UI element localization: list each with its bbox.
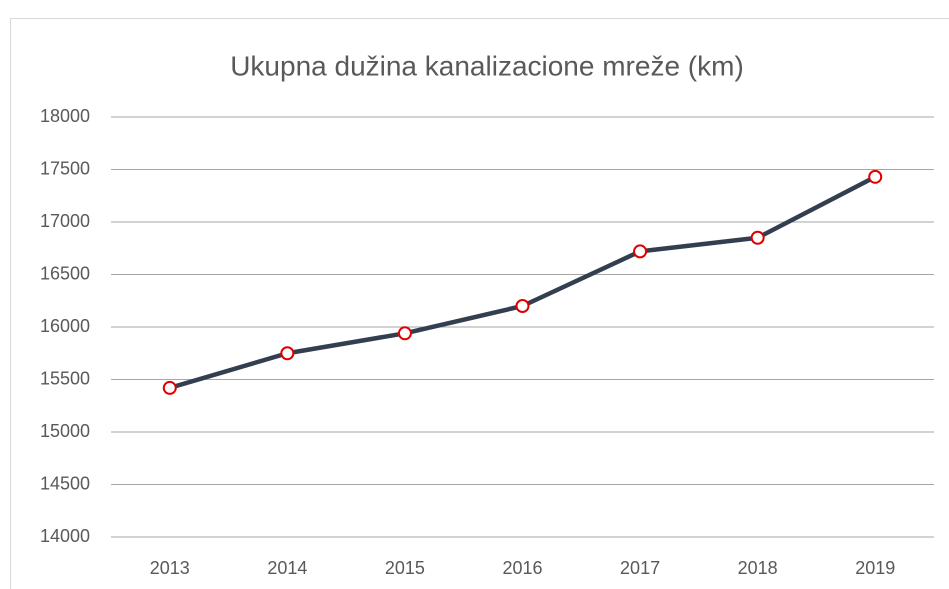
y-tick-label: 14000 [40,526,90,546]
x-tick-label: 2018 [738,558,778,578]
x-tick-label: 2013 [150,558,190,578]
marker [868,169,883,184]
x-tick-label: 2015 [385,558,425,578]
marker [750,230,765,245]
marker [633,244,648,259]
chart-title: Ukupna dužina kanalizacione mreže (km) [230,50,744,81]
y-tick-label: 15000 [40,421,90,441]
marker [280,346,295,361]
y-tick-label: 17000 [40,211,90,231]
x-tick-label: 2019 [855,558,895,578]
y-tick-label: 18000 [40,106,90,126]
marker [397,326,412,341]
marker [515,299,530,313]
y-tick-label: 17500 [40,158,90,178]
x-tick-label: 2014 [267,558,307,578]
y-tick-label: 16500 [40,263,90,283]
y-tick-label: 16000 [40,316,90,336]
x-tick-label: 2017 [620,558,660,578]
chart-frame [10,18,949,589]
marker [162,380,177,395]
y-tick-label: 14500 [40,473,90,493]
x-tick-label: 2016 [502,558,542,578]
y-tick-label: 15500 [40,368,90,388]
